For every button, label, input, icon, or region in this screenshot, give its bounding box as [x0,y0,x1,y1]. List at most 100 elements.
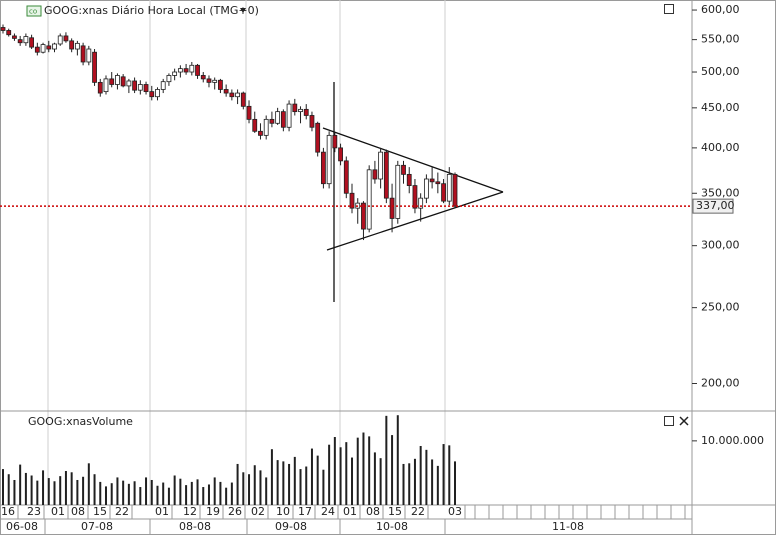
candle-body [80,45,86,63]
volume-bar [185,485,188,505]
candle-body [366,169,372,230]
day-label: 01 [51,505,65,518]
last-price-label: 337,00 [696,199,735,212]
volume-bar [13,479,16,505]
candle-body [189,64,195,73]
candle-body [452,173,458,207]
candle-body [212,79,218,83]
day-label: 23 [27,505,41,518]
candle-body [23,36,29,44]
maximize-button[interactable] [664,4,674,14]
candle-body [435,181,441,185]
candle-body [63,35,69,42]
candle-body [143,84,149,93]
volume-bar [110,483,113,505]
day-label: 16 [1,505,15,518]
volume-bar [270,449,273,505]
volume-bar [104,486,107,505]
candle-body [6,30,12,36]
candle-body [97,81,103,94]
y-tick-label: 400,00 [701,141,740,154]
candle-body [349,192,355,209]
candle-body [280,111,286,128]
volume-bar [368,436,371,505]
candle-body [52,43,57,50]
volume-bar [436,465,439,505]
candle-body [240,92,246,107]
candle-body [338,147,343,162]
volume-title: GOOG:xnasVolume [28,415,133,428]
volume-bar [230,482,233,505]
candle-body [12,35,17,39]
candle-body [86,48,92,63]
candle-body [40,44,46,53]
volume-bar [339,447,342,505]
y-tick-label: 350,00 [701,186,740,199]
candle-body [429,178,435,183]
volume-bar [162,482,165,505]
candle-body [361,202,366,230]
candle-body [292,103,298,113]
chart-title: GOOG:xnas Diário Hora Local (TMG+0) [44,4,259,17]
candle-body [389,197,395,219]
candle-body [269,118,275,124]
candle-body [155,89,160,98]
volume-bar [419,445,422,505]
volume-bar [345,442,348,505]
volume-bar [127,483,130,505]
candle-body [177,68,183,73]
volume-bar [30,475,33,505]
candle-body [120,76,126,87]
candle-body [149,91,155,98]
day-label: 24 [321,505,335,518]
day-label: 17 [298,505,312,518]
close-button[interactable] [679,416,689,426]
volume-bar [408,463,411,505]
volume-bar [70,472,73,505]
volume-bar [236,463,239,505]
volume-bar [53,481,56,505]
candle-body [372,169,378,180]
volume-bar [82,476,85,505]
volume-bar [59,476,62,505]
candle-body [446,173,452,202]
volume-bar [133,481,136,505]
volume-bar [64,471,67,505]
volume-bar [442,444,445,505]
volume-bar [99,481,102,505]
volume-bar [305,466,308,505]
month-label: 09-08 [275,520,307,533]
day-label: 01 [343,505,357,518]
candle-body [258,130,263,136]
volume-bar [248,474,251,505]
candle-body [172,71,178,76]
symbol-icon-text: co [29,8,37,16]
maximize-button[interactable] [664,416,674,426]
volume-bar [454,461,456,505]
volume-bar [87,463,90,505]
volume-bar [242,472,245,505]
month-label: 11-08 [552,520,584,533]
volume-bar [173,475,176,505]
candle-body [315,122,321,153]
volume-bar [402,463,405,505]
day-label: 26 [228,505,242,518]
candle-body [74,42,80,50]
candle-body [298,108,303,113]
day-label: 15 [93,505,107,518]
volume-bar [322,469,325,505]
candle-body [103,78,109,93]
volume-bar [36,480,39,505]
volume-bar [288,463,291,505]
title-dropdown[interactable] [240,8,246,13]
volume-bar [316,455,319,505]
volume-bar [431,459,434,505]
candle-body [418,197,424,209]
candle-body [46,45,52,50]
candle-body [29,37,35,48]
candle-body [286,103,292,128]
day-label: 12 [183,505,197,518]
candle-body [160,81,166,90]
volume-bar [333,437,336,505]
volume-bar [190,481,193,505]
